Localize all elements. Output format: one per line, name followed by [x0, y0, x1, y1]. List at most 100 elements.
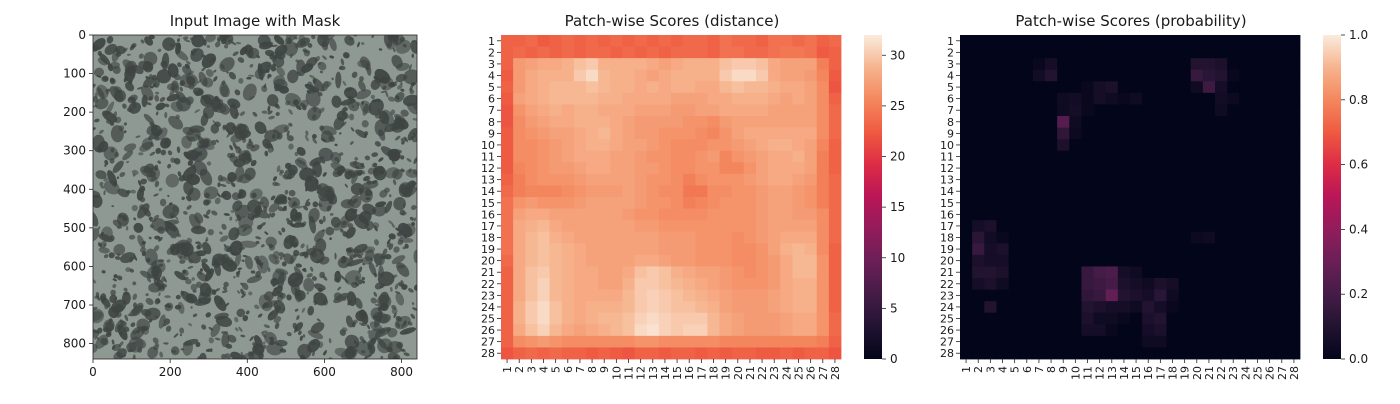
heatmap-cell [1190, 69, 1204, 82]
heatmap-cell [671, 208, 684, 221]
heatmap-cell [1166, 173, 1179, 186]
texture-blob [151, 218, 166, 232]
heatmap-cell [1105, 81, 1119, 94]
texture-blob [214, 337, 221, 341]
heatmap-cell [816, 139, 830, 152]
heatmap-cell [1142, 46, 1155, 59]
texture-blob [153, 245, 160, 252]
heatmap-cell [1105, 185, 1119, 198]
heatmap-cell [972, 58, 985, 71]
heatmap-cell [768, 69, 781, 82]
col-tick-label: 2 [972, 366, 985, 373]
heatmap-cell [960, 139, 973, 152]
texture-blob [358, 187, 363, 193]
texture-blob [234, 252, 242, 267]
heatmap-cell [1081, 197, 1094, 209]
texture-blob [114, 297, 118, 301]
texture-blob [223, 281, 229, 288]
texture-blob [310, 266, 314, 272]
heatmap-cell [1069, 46, 1082, 59]
col-tick-label: 15 [671, 366, 684, 380]
texture-blob [281, 227, 286, 233]
heatmap-cell [573, 185, 587, 198]
heatmap-cell [1081, 81, 1094, 94]
texture-blob [370, 94, 376, 100]
heatmap-cell [561, 289, 575, 302]
heatmap-cell [996, 104, 1009, 117]
texture-blob [284, 189, 289, 195]
texture-blob [389, 287, 393, 292]
heatmap-cell [792, 173, 805, 186]
texture-blob [296, 146, 306, 156]
col-tick-label: 10 [1069, 366, 1082, 380]
heatmap-cell [683, 46, 696, 59]
texture-blob [236, 308, 246, 318]
heatmap-cell [743, 220, 757, 233]
heatmap-cell [586, 231, 599, 244]
heatmap-cell [610, 81, 623, 94]
heatmap-cell [513, 58, 526, 71]
texture-blob [400, 82, 403, 85]
probability-heatmap-cells [960, 35, 1301, 360]
heatmap-cell [719, 92, 733, 105]
heatmap-cell [1239, 127, 1252, 140]
texture-blob [329, 237, 332, 241]
heatmap-cell [610, 162, 623, 175]
texture-blob [205, 237, 209, 242]
texture-blob [229, 240, 243, 256]
texture-blob [391, 307, 398, 315]
heatmap-cell [1202, 208, 1216, 221]
texture-blob [225, 353, 231, 359]
texture-blob [112, 278, 117, 282]
heatmap-cell [996, 347, 1009, 360]
texture-blob [395, 95, 400, 100]
heatmap-cell [671, 220, 684, 233]
heatmap-cell [1069, 150, 1082, 163]
texture-blob [268, 243, 273, 249]
heatmap-cell [586, 127, 599, 140]
heatmap-cell [525, 81, 538, 94]
heatmap-cell [1190, 312, 1204, 325]
texture-blob [110, 125, 124, 143]
heatmap-cell [1239, 243, 1252, 256]
heatmap-cell [1202, 104, 1216, 117]
heatmap-cell [634, 46, 648, 59]
texture-blob [230, 41, 237, 46]
heatmap-cell [1239, 185, 1252, 198]
texture-blob [164, 220, 177, 232]
texture-blob [411, 302, 415, 306]
heatmap-cell [1178, 81, 1192, 94]
heatmap-cell [1287, 220, 1301, 233]
heatmap-cell [573, 289, 587, 302]
heatmap-cell [622, 81, 635, 94]
heatmap-cell [671, 347, 684, 360]
texture-blob [400, 155, 405, 160]
heatmap-cell [1057, 35, 1070, 47]
heatmap-cell [1130, 185, 1143, 198]
texture-blob [219, 231, 223, 235]
texture-blob [304, 201, 311, 207]
heatmap-cell [671, 116, 684, 128]
heatmap-cell [719, 46, 733, 59]
heatmap-cell [1190, 116, 1204, 128]
heatmap-cell [1215, 69, 1228, 82]
row-tick-label: 16 [940, 208, 954, 221]
heatmap-cell [1166, 104, 1179, 117]
heatmap-cell [756, 92, 769, 105]
col-tick-label: 19 [720, 366, 733, 380]
texture-blob [239, 111, 246, 116]
heatmap-cell [1275, 289, 1289, 302]
heatmap-cell [1081, 35, 1094, 47]
texture-blob [359, 336, 365, 342]
heatmap-cell [768, 58, 781, 71]
heatmap-cell [1130, 301, 1143, 314]
heatmap-cell [525, 301, 538, 314]
col-tick-label: 13 [1106, 366, 1119, 380]
texture-blob [152, 271, 159, 278]
texture-blob [124, 314, 129, 322]
heatmap-cell [996, 35, 1009, 47]
heatmap-cell [780, 208, 793, 221]
heatmap-cell [1178, 58, 1192, 71]
texture-blob [113, 274, 118, 279]
texture-blob [336, 169, 343, 176]
